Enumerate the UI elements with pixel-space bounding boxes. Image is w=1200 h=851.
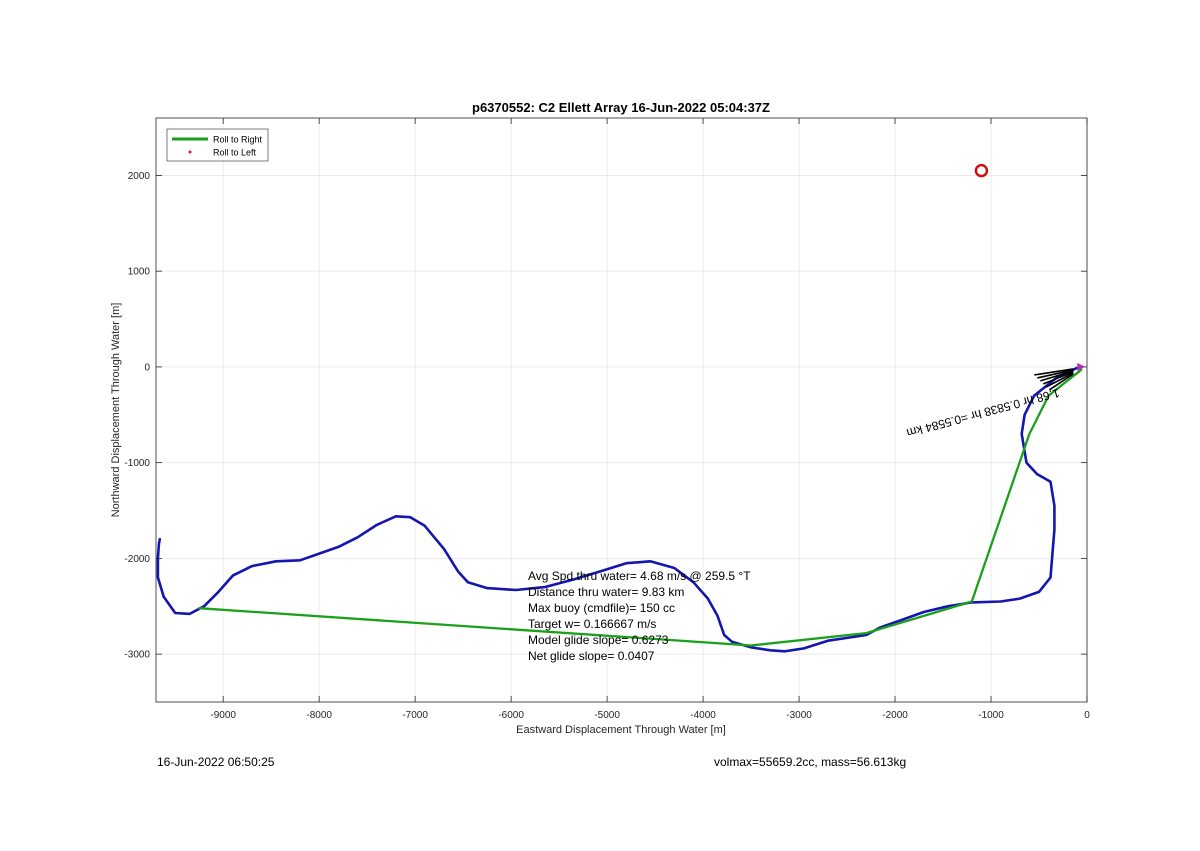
- plot-area: [156, 118, 1087, 702]
- axis-ticks: -9000 -8000 -7000 -6000 -5000 -4000 -3000 -2000…: [124, 118, 1090, 721]
- glider-track-line: [156, 365, 1081, 653]
- y-axis-label: Northward Displacement Through Water [m]: [110, 303, 122, 518]
- x-tick-label: -8000: [306, 710, 332, 721]
- y-tick-label: 0: [144, 362, 150, 373]
- x-tick-label: -3000: [786, 710, 812, 721]
- x-axis-label: Eastward Displacement Through Water [m]: [516, 724, 726, 736]
- x-tick-label: -9000: [210, 710, 236, 721]
- annotation-line: Model glide slope= 0.6273: [528, 633, 669, 647]
- annotation-line: Avg Spd thru water= 4.68 m/s @ 259.5 °T: [528, 569, 751, 583]
- vector-mark: [1037, 369, 1074, 379]
- annotation-line: Max buoy (cmdfile)= 150 cc: [528, 601, 675, 615]
- legend-label-left: Roll to Left: [213, 148, 257, 158]
- vector-mark: [1043, 371, 1074, 385]
- legend-label-right: Roll to Right: [213, 135, 263, 145]
- x-tick-label: -5000: [594, 710, 620, 721]
- x-tick-label: 0: [1084, 710, 1090, 721]
- legend-dot-icon: [188, 150, 192, 154]
- y-tick-label: -3000: [124, 650, 150, 661]
- series-layer: [156, 163, 1086, 653]
- vector-mark: [1045, 372, 1074, 388]
- y-tick-label: 1000: [128, 267, 151, 278]
- annotation-line: Net glide slope= 0.0407: [528, 649, 655, 663]
- vector-mark: [1034, 368, 1074, 376]
- annotation-line: Target w= 0.166667 m/s: [528, 617, 656, 631]
- x-tick-label: -1000: [978, 710, 1004, 721]
- legend-box: [166, 128, 269, 162]
- x-tick-label: -2000: [882, 710, 908, 721]
- legend: Roll to Right Roll to Left: [166, 128, 269, 162]
- target-marker: [974, 163, 989, 178]
- x-tick-label: -4000: [690, 710, 716, 721]
- footer-timestamp: 16-Jun-2022 06:50:25: [157, 755, 275, 769]
- x-tick-label: -7000: [402, 710, 428, 721]
- vector-mark: [1040, 370, 1074, 382]
- vector-mark: [1048, 373, 1074, 391]
- chart-title: p6370552: C2 Ellett Array 16-Jun-2022 05…: [472, 100, 770, 115]
- annotation-line: Distance thru water= 9.83 km: [528, 585, 684, 599]
- y-tick-label: 2000: [128, 171, 151, 182]
- y-tick-label: -2000: [124, 554, 150, 565]
- footer-mass-info: volmax=55659.2cc, mass=56.613kg: [714, 755, 907, 769]
- roll-to-right-line: [198, 368, 1083, 647]
- axes-box: [155, 117, 1088, 703]
- x-tick-label: -6000: [498, 710, 524, 721]
- stats-annotations: Avg Spd thru water= 4.68 m/s @ 259.5 °T …: [528, 569, 751, 663]
- y-tick-label: -1000: [124, 458, 150, 469]
- end-arrow-icon: [1077, 362, 1086, 371]
